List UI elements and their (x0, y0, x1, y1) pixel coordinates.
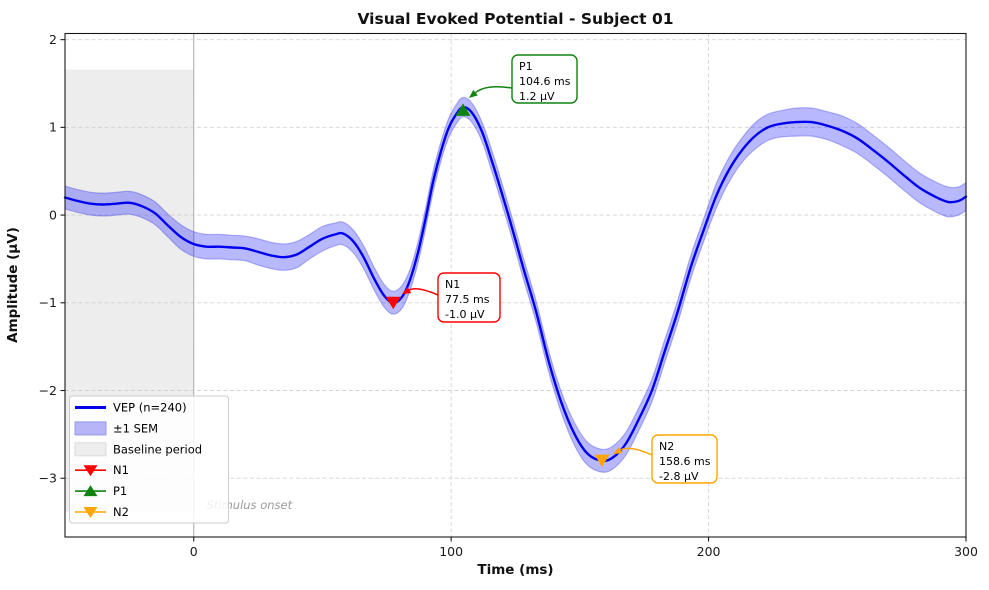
legend-entry: N2 (75, 505, 129, 519)
y-tick-label: 2 (49, 32, 57, 47)
y-tick-label: −3 (39, 471, 57, 486)
n2-annotation-arrowhead (613, 446, 623, 454)
n2-annotation-text: 158.6 ms (659, 455, 711, 468)
y-tick-label: −1 (39, 295, 57, 310)
p1-annotation-box (511, 54, 578, 104)
n1-annotation-arrowhead (402, 286, 412, 294)
sem-band-lower-edge (64, 116, 967, 473)
legend-entry: VEP (n=240) (75, 401, 187, 415)
sem-band-upper-edge (64, 96, 967, 451)
n1-annotation-text: -1.0 μV (445, 308, 485, 321)
marker-up-icon (83, 485, 98, 497)
y-tick-label: 1 (49, 120, 57, 135)
n2-peak-marker (594, 454, 610, 468)
plot-area: 0 100 200 300 2 1 0 −1 −2 −3 N1 77.5 ms -1.0 μV P1 104… (39, 32, 978, 559)
legend-entry-label: VEP (n=240) (113, 401, 187, 415)
x-tick-label: 300 (954, 544, 978, 559)
vep-line (63, 105, 968, 463)
legend-entry-label: N1 (113, 463, 129, 477)
legend-entry: ±1 SEM (74, 421, 158, 436)
legend-patch-swatch (74, 421, 107, 436)
x-tick-label: 100 (439, 544, 463, 559)
p1-peak-marker (455, 103, 471, 116)
n2-annotation-text: -2.8 μV (659, 470, 699, 483)
marker-down-icon (83, 507, 98, 518)
legend-entry-label: ±1 SEM (113, 421, 158, 435)
legend-box (69, 395, 229, 524)
x-tick-label: 200 (697, 544, 721, 559)
legend-patch-swatch (74, 442, 107, 457)
x-axis-label: Time (ms) (477, 562, 553, 578)
y-tick-label: 0 (49, 207, 57, 222)
n2-annotation-text: N2 (659, 440, 674, 453)
n2-annotation-box (651, 434, 718, 484)
axes-border (64, 32, 967, 538)
y-axis-label: Amplitude (μV) (5, 227, 21, 343)
chart-title: Visual Evoked Potential - Subject 01 (357, 10, 673, 28)
n1-peak-marker (385, 296, 401, 310)
n2-annotation-arrow (620, 447, 653, 456)
p1-annotation-arrowhead (469, 89, 478, 98)
legend-entry-label: Baseline period (113, 442, 202, 456)
p1-annotation-text: 1.2 μV (519, 90, 555, 103)
n1-annotation-text: 77.5 ms (445, 293, 490, 306)
p1-annotation-arrow (475, 86, 513, 94)
n1-annotation-box (437, 272, 501, 323)
legend-entry: N1 (75, 463, 129, 477)
n1-annotation-arrow (409, 288, 439, 296)
y-tick-label: −2 (39, 383, 57, 398)
legend-entry-label: N2 (113, 505, 129, 519)
marker-down-icon (83, 465, 98, 477)
legend-entry: Baseline period (74, 442, 202, 457)
p1-annotation-text: P1 (519, 60, 533, 73)
p1-annotation-text: 104.6 ms (519, 75, 571, 88)
legend-entry-label: P1 (113, 484, 127, 498)
legend-entry: P1 (75, 484, 127, 498)
x-tick-label: 0 (190, 544, 198, 559)
legend: VEP (n=240) ±1 SEM Baseline period N1 P1 N2 (69, 395, 229, 524)
n1-annotation-text: N1 (445, 278, 460, 291)
